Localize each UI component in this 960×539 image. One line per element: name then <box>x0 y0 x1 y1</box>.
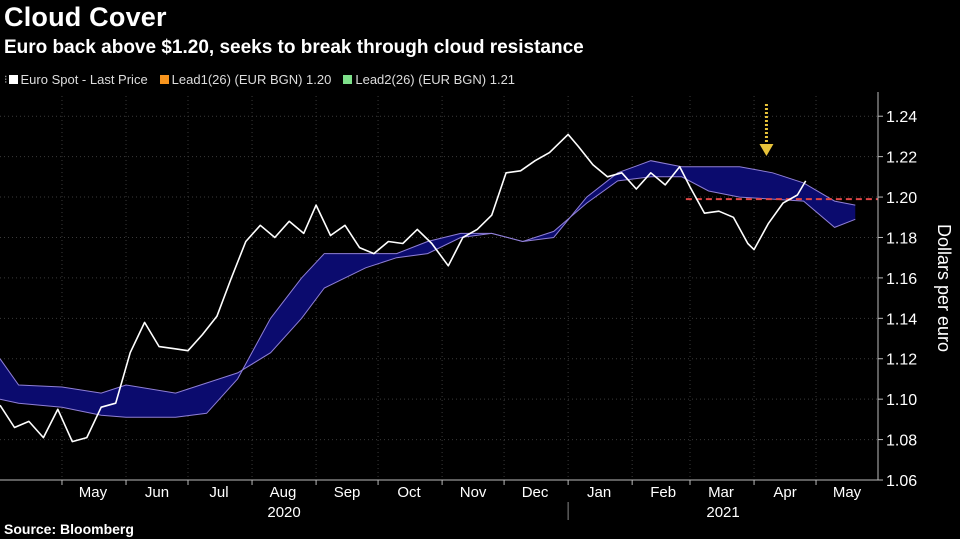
legend-item-lead1[interactable]: Lead1(26) (EUR BGN) 1.20 <box>159 72 332 87</box>
y-tick-label: 1.16 <box>886 271 917 288</box>
legend-swatch <box>159 75 169 84</box>
y-tick-label: 1.20 <box>886 190 917 207</box>
y-tick-label: 1.10 <box>886 392 917 409</box>
legend-label: Euro Spot - Last Price <box>20 72 148 87</box>
x-tick-label: Nov <box>460 484 487 501</box>
x-tick-label: Sep <box>334 484 361 501</box>
source-note: Source: Bloomberg <box>4 521 134 537</box>
x-tick-label: Jan <box>587 484 611 501</box>
x-tick-label: Jun <box>145 484 169 501</box>
y-tick-label: 1.06 <box>886 473 917 490</box>
y-axis-label: Dollars per euro <box>934 224 954 352</box>
x-tick-label: Oct <box>397 484 421 501</box>
legend-swatch <box>343 75 353 84</box>
x-tick-label: Aug <box>270 484 297 501</box>
x-tick-label: Jul <box>209 484 228 501</box>
x-tick-label: Mar <box>708 484 734 501</box>
legend: ⁝ Euro Spot - Last Price Lead1(26) (EUR … <box>4 72 527 87</box>
ichimoku-cloud <box>0 161 856 418</box>
y-tick-label: 1.12 <box>886 352 917 369</box>
x-year-label: 2021 <box>706 504 739 520</box>
y-tick-label: 1.18 <box>886 230 917 247</box>
legend-item-lead2[interactable]: Lead2(26) (EUR BGN) 1.21 <box>343 72 515 87</box>
x-tick-label: May <box>833 484 862 501</box>
series-line-lead1 <box>0 176 856 394</box>
legend-label: Lead1(26) (EUR BGN) 1.20 <box>171 72 332 87</box>
x-tick-label: May <box>79 484 108 501</box>
y-tick-label: 1.14 <box>886 311 917 328</box>
x-tick-label: Dec <box>522 484 549 501</box>
y-tick-label: 1.24 <box>886 109 917 126</box>
chart-area: 1.06 1.08 1.10 1.12 1.14 1.16 1.18 1.20 1.22 1.24… <box>0 92 954 520</box>
chart-title: Cloud Cover <box>4 2 167 32</box>
annotation-arrow-head <box>759 144 774 156</box>
chart-subtitle: Euro back above $1.20, seeks to break th… <box>4 37 584 58</box>
legend-label: Lead2(26) (EUR BGN) 1.21 <box>355 72 516 87</box>
x-year-label: 2020 <box>267 504 300 520</box>
x-tick-label: Apr <box>773 484 796 501</box>
y-tick-label: 1.08 <box>886 433 917 450</box>
series-line-lead2 <box>0 160 856 418</box>
x-tick-label: Feb <box>650 484 676 501</box>
legend-swatch <box>8 75 18 84</box>
legend-item-euro-spot[interactable]: Euro Spot - Last Price <box>8 72 148 87</box>
legend-handle-icon[interactable]: ⁝ <box>4 74 8 86</box>
y-tick-label: 1.22 <box>886 150 917 167</box>
series-line-euro-spot <box>0 133 807 443</box>
